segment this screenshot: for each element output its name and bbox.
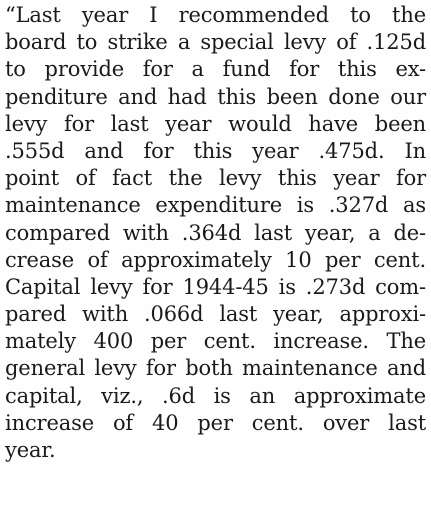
article-line: “Last year I recommended to the [5, 3, 426, 27]
article-line: Capital levy for 1944-45 is .273d com- [5, 274, 426, 299]
article-line: year. [5, 438, 56, 462]
article-line: penditure and had this been done our [5, 84, 426, 109]
article-line: general levy for both maintenance and [5, 356, 426, 381]
article-line: crease of approximately 10 per cent. [5, 247, 426, 272]
article-line: compared with .364d last year, a de- [5, 220, 426, 245]
article-line: capital, viz., .6d is an approximate [5, 383, 426, 408]
article-paragraph: “Last year I recommended to the board to… [5, 2, 426, 464]
article-line: levy for last year would have been [5, 111, 426, 136]
article-line: maintenance expenditure is .327d as [5, 193, 426, 218]
article-line: board to strike a special levy of .125d [5, 30, 426, 55]
article-line: point of fact the levy this year for [5, 166, 426, 191]
article-line: mately 400 per cent. increase. The [5, 329, 426, 354]
article-line: pared with .066d last year, approxi- [5, 302, 426, 327]
article-line: increase of 40 per cent. over last [5, 410, 426, 435]
article-line: .555d and for this year .475d. In [5, 138, 426, 163]
article-line: to provide for a fund for this ex- [5, 57, 426, 82]
